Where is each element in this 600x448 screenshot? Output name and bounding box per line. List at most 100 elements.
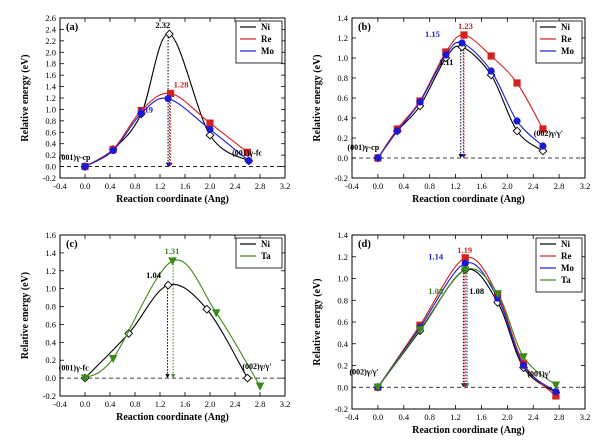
x-tick-label: 2.8	[255, 181, 266, 191]
data-point-ta	[519, 353, 528, 362]
data-point-mo	[393, 127, 401, 135]
peak-data-label: 1.19	[457, 245, 472, 255]
legend-label-ta: Ta	[561, 275, 571, 285]
x-tick-label: 2.0	[205, 399, 216, 409]
x-tick-label: 0.8	[130, 399, 141, 409]
data-point-re	[206, 119, 214, 127]
series-ta	[80, 257, 265, 391]
y-tick-label: 1.2	[337, 33, 348, 43]
structure-annotation: (002)γ/γ'	[534, 129, 563, 138]
y-tick-label: 1.4	[337, 13, 348, 23]
y-tick-label: 1.6	[45, 70, 56, 80]
peak-drop-arrow	[170, 374, 176, 379]
y-tick-label: 1.0	[337, 53, 348, 63]
y-tick-label: 0.4	[337, 113, 348, 123]
peak-data-label: 2.32	[155, 20, 170, 30]
legend-box	[235, 237, 283, 269]
data-point-ta	[108, 354, 118, 364]
y-tick-label: 0.4	[45, 337, 56, 347]
legend-label-re: Re	[561, 251, 572, 261]
chart-panel-3: -0.4 0.0 0.4 0.8 1.2 1.6 2.0 2.4 2.8 3.2 -0.2 0.0 0.…	[20, 230, 290, 423]
y-tick-label: 0.8	[45, 302, 56, 312]
x-tick-label: 3.2	[280, 399, 291, 409]
chart-panel-4: -0.4 0.0 0.4 0.8 1.2 1.6 2.0 2.4 2.8 3.2 -0.2 0.0 0.…	[312, 230, 590, 436]
x-tick-label: 1.6	[180, 399, 191, 409]
x-tick-label: 0.0	[80, 399, 91, 409]
y-tick-label: 2.6	[45, 13, 56, 23]
y-tick-label: 1.6	[45, 230, 56, 240]
x-tick-label: 2.4	[230, 181, 241, 191]
y-tick-label: -0.2	[43, 173, 56, 183]
data-point-ta	[255, 382, 265, 391]
data-point-mo	[206, 125, 214, 134]
y-tick-label: 1.0	[45, 284, 56, 294]
x-tick-label: 1.2	[450, 412, 461, 422]
panel-label: (d)	[358, 239, 371, 250]
peak-drop-arrow	[461, 154, 466, 158]
series-ta	[373, 266, 561, 392]
y-tick-label: 0.6	[45, 127, 56, 137]
y-tick-label: 1.4	[45, 82, 56, 92]
data-point-ni	[538, 146, 548, 156]
y-tick-label: 0.0	[337, 153, 348, 163]
data-point-mo	[519, 361, 528, 370]
y-axis-label: Relative energy (eV)	[312, 278, 323, 365]
x-tick-label: -0.4	[53, 181, 67, 191]
y-tick-label: 2.2	[45, 36, 56, 46]
data-point-ta	[415, 326, 425, 335]
y-tick-label: -0.2	[335, 173, 348, 183]
peak-data-label: 1.11	[439, 57, 453, 67]
data-point-ta	[168, 257, 177, 266]
y-tick-label: 1.2	[337, 252, 348, 262]
y-tick-label: 1.8	[45, 59, 56, 69]
data-point-re	[243, 148, 252, 156]
y-tick-label: 1.4	[337, 230, 348, 240]
series-line-re	[84, 92, 248, 168]
peak-data-label: 1.15	[425, 29, 440, 39]
panel-label: (c)	[66, 239, 78, 250]
data-point-mo	[513, 117, 521, 125]
legend-label-ni: Ni	[261, 22, 270, 32]
x-tick-label: 2.0	[502, 412, 513, 422]
x-tick-label: 1.6	[476, 412, 487, 422]
data-point-mo	[416, 98, 424, 106]
y-tick-label: 0.8	[337, 73, 348, 83]
y-axis-label: Relative energy (eV)	[20, 54, 31, 141]
x-tick-label: 2.8	[554, 181, 565, 191]
y-tick-label: 1.4	[45, 248, 56, 258]
y-axis-label: Relative energy (eV)	[312, 54, 323, 141]
peak-data-label: 1.23	[458, 21, 473, 31]
structure-annotation: (002)γ/γ'	[349, 368, 378, 377]
legend-label-ni: Ni	[561, 239, 570, 249]
x-tick-label: 2.8	[255, 399, 266, 409]
x-tick-label: 1.2	[155, 399, 166, 409]
x-axis-label: Reaction coordinate (Ang)	[116, 194, 229, 205]
data-point-mo	[442, 51, 450, 59]
chart-panel-2: -0.4 0.0 0.4 0.8 1.2 1.6 2.0 2.4 2.8 3.2 -0.2 0.0 0.…	[312, 13, 590, 205]
series-mo	[81, 94, 253, 171]
legend-label-mo: Mo	[261, 46, 274, 56]
x-tick-label: -0.4	[345, 181, 359, 191]
x-tick-label: 0.8	[424, 181, 435, 191]
legend-box	[535, 237, 583, 293]
data-point-mo	[245, 157, 253, 165]
legend: Ni Ta	[235, 237, 283, 269]
data-point-ni	[163, 280, 173, 290]
x-tick-label: 0.4	[105, 399, 116, 409]
peak-data-label: 1.14	[428, 251, 444, 261]
y-tick-label: 1.2	[45, 266, 56, 276]
x-tick-label: 2.8	[554, 412, 565, 422]
data-point-ta	[493, 290, 502, 299]
data-point-ta	[551, 381, 561, 390]
data-point-ni	[202, 304, 212, 314]
legend-label-ni: Ni	[561, 22, 570, 32]
y-tick-label: 0.0	[45, 373, 56, 383]
y-tick-label: 0.6	[337, 93, 348, 103]
x-tick-label: 2.4	[528, 412, 539, 422]
x-axis-label: Reaction coordinate (Ang)	[412, 425, 525, 436]
legend-label-re: Re	[261, 34, 272, 44]
y-tick-label: 0.2	[45, 150, 56, 160]
chart-panel-1: -0.4 0.0 0.4 0.8 1.2 1.6 2.0 2.4 2.8 3.2-0.20.00.…	[20, 13, 290, 205]
x-tick-label: 1.6	[476, 181, 487, 191]
